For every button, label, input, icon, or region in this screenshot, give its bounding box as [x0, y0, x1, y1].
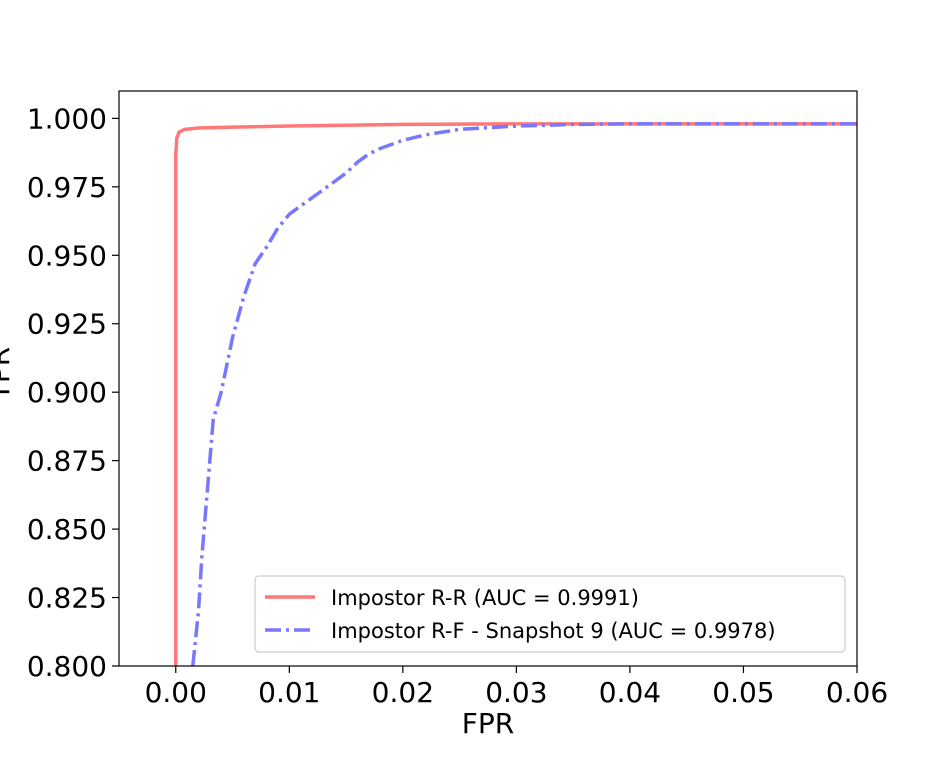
y-tick-label: 0.875 [27, 445, 107, 478]
x-tick-label: 0.05 [712, 676, 774, 709]
x-tick-label: 0.01 [258, 676, 320, 709]
y-ticks: 0.800 0.825 0.850 0.875 0.900 0.925 0.950 0.975… [27, 102, 119, 683]
legend-label-2: Impostor R-F - Snapshot 9 (AUC = 0.9978) [331, 619, 776, 643]
y-tick-label: 0.825 [27, 582, 107, 615]
x-tick-label: 0.03 [485, 676, 547, 709]
x-axis-label: FPR [462, 707, 514, 740]
plot-frame [118, 90, 858, 667]
legend: Impostor R-R (AUC = 0.9991) Impostor R-F … [254, 575, 846, 653]
x-tick-label: 0.00 [145, 676, 207, 709]
x-tick-label: 0.06 [826, 676, 888, 709]
x-ticks: 0.00 0.01 0.02 0.03 0.04 0.05 0.06 [145, 666, 888, 709]
legend-box [254, 575, 846, 653]
y-tick-label: 0.975 [27, 171, 107, 204]
series-line-2 [191, 122, 857, 666]
x-tick-label: 0.02 [372, 676, 434, 709]
y-tick-label: 0.950 [27, 239, 107, 272]
x-tick-label: 0.04 [599, 676, 661, 709]
legend-label-1: Impostor R-R (AUC = 0.9991) [331, 586, 639, 610]
series-layer [174, 122, 857, 666]
y-tick-label: 0.850 [27, 513, 107, 546]
y-tick-label: 0.800 [27, 650, 107, 683]
y-tick-label: 0.925 [27, 308, 107, 341]
y-tick-label: 1.000 [27, 102, 107, 135]
y-tick-label: 0.900 [27, 376, 107, 409]
y-axis-label: TPR [0, 347, 16, 401]
